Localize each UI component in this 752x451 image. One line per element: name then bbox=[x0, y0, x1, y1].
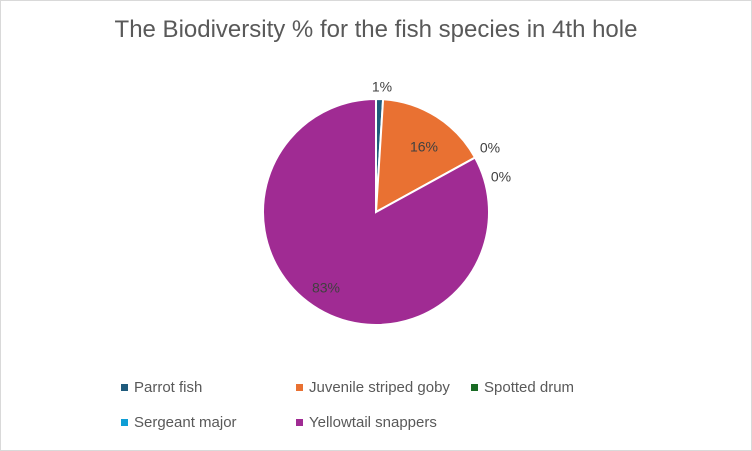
legend-item-spotted-drum: Spotted drum bbox=[471, 379, 574, 396]
data-label-yellowtail-snappers: 83% bbox=[312, 280, 340, 296]
data-label-spotted-drum: 0% bbox=[480, 140, 500, 156]
data-label-juvenile-striped-goby: 16% bbox=[410, 139, 438, 155]
legend-swatch bbox=[296, 384, 303, 391]
data-label-parrot-fish: 1% bbox=[372, 79, 392, 95]
legend-label: Juvenile striped goby bbox=[309, 379, 450, 396]
legend-swatch bbox=[121, 384, 128, 391]
pie-slices bbox=[262, 97, 490, 326]
legend-label: Spotted drum bbox=[484, 379, 575, 396]
legend-label: Yellowtail snappers bbox=[309, 414, 437, 431]
legend-item-parrot-fish: Parrot fish bbox=[121, 379, 202, 396]
pie-slice-yellowtail-snappers bbox=[262, 97, 490, 326]
legend-swatch bbox=[121, 419, 128, 426]
legend-item-yellowtail-snappers: Yellowtail snappers bbox=[296, 414, 437, 431]
legend-label: Sergeant major bbox=[134, 414, 237, 431]
data-label-sergeant-major: 0% bbox=[491, 169, 511, 185]
pie-slice-juvenile-striped-goby bbox=[374, 98, 477, 214]
legend-swatch bbox=[296, 419, 303, 426]
legend-item-sergeant-major: Sergeant major bbox=[121, 414, 237, 431]
legend-item-juvenile-striped-goby: Juvenile striped goby bbox=[296, 379, 450, 396]
legend-swatch bbox=[471, 384, 478, 391]
chart-title: The Biodiversity % for the fish species … bbox=[114, 16, 638, 43]
data-labels: 1% 16% 0% 0% 83% bbox=[312, 79, 511, 296]
legend-label: Parrot fish bbox=[134, 379, 203, 396]
